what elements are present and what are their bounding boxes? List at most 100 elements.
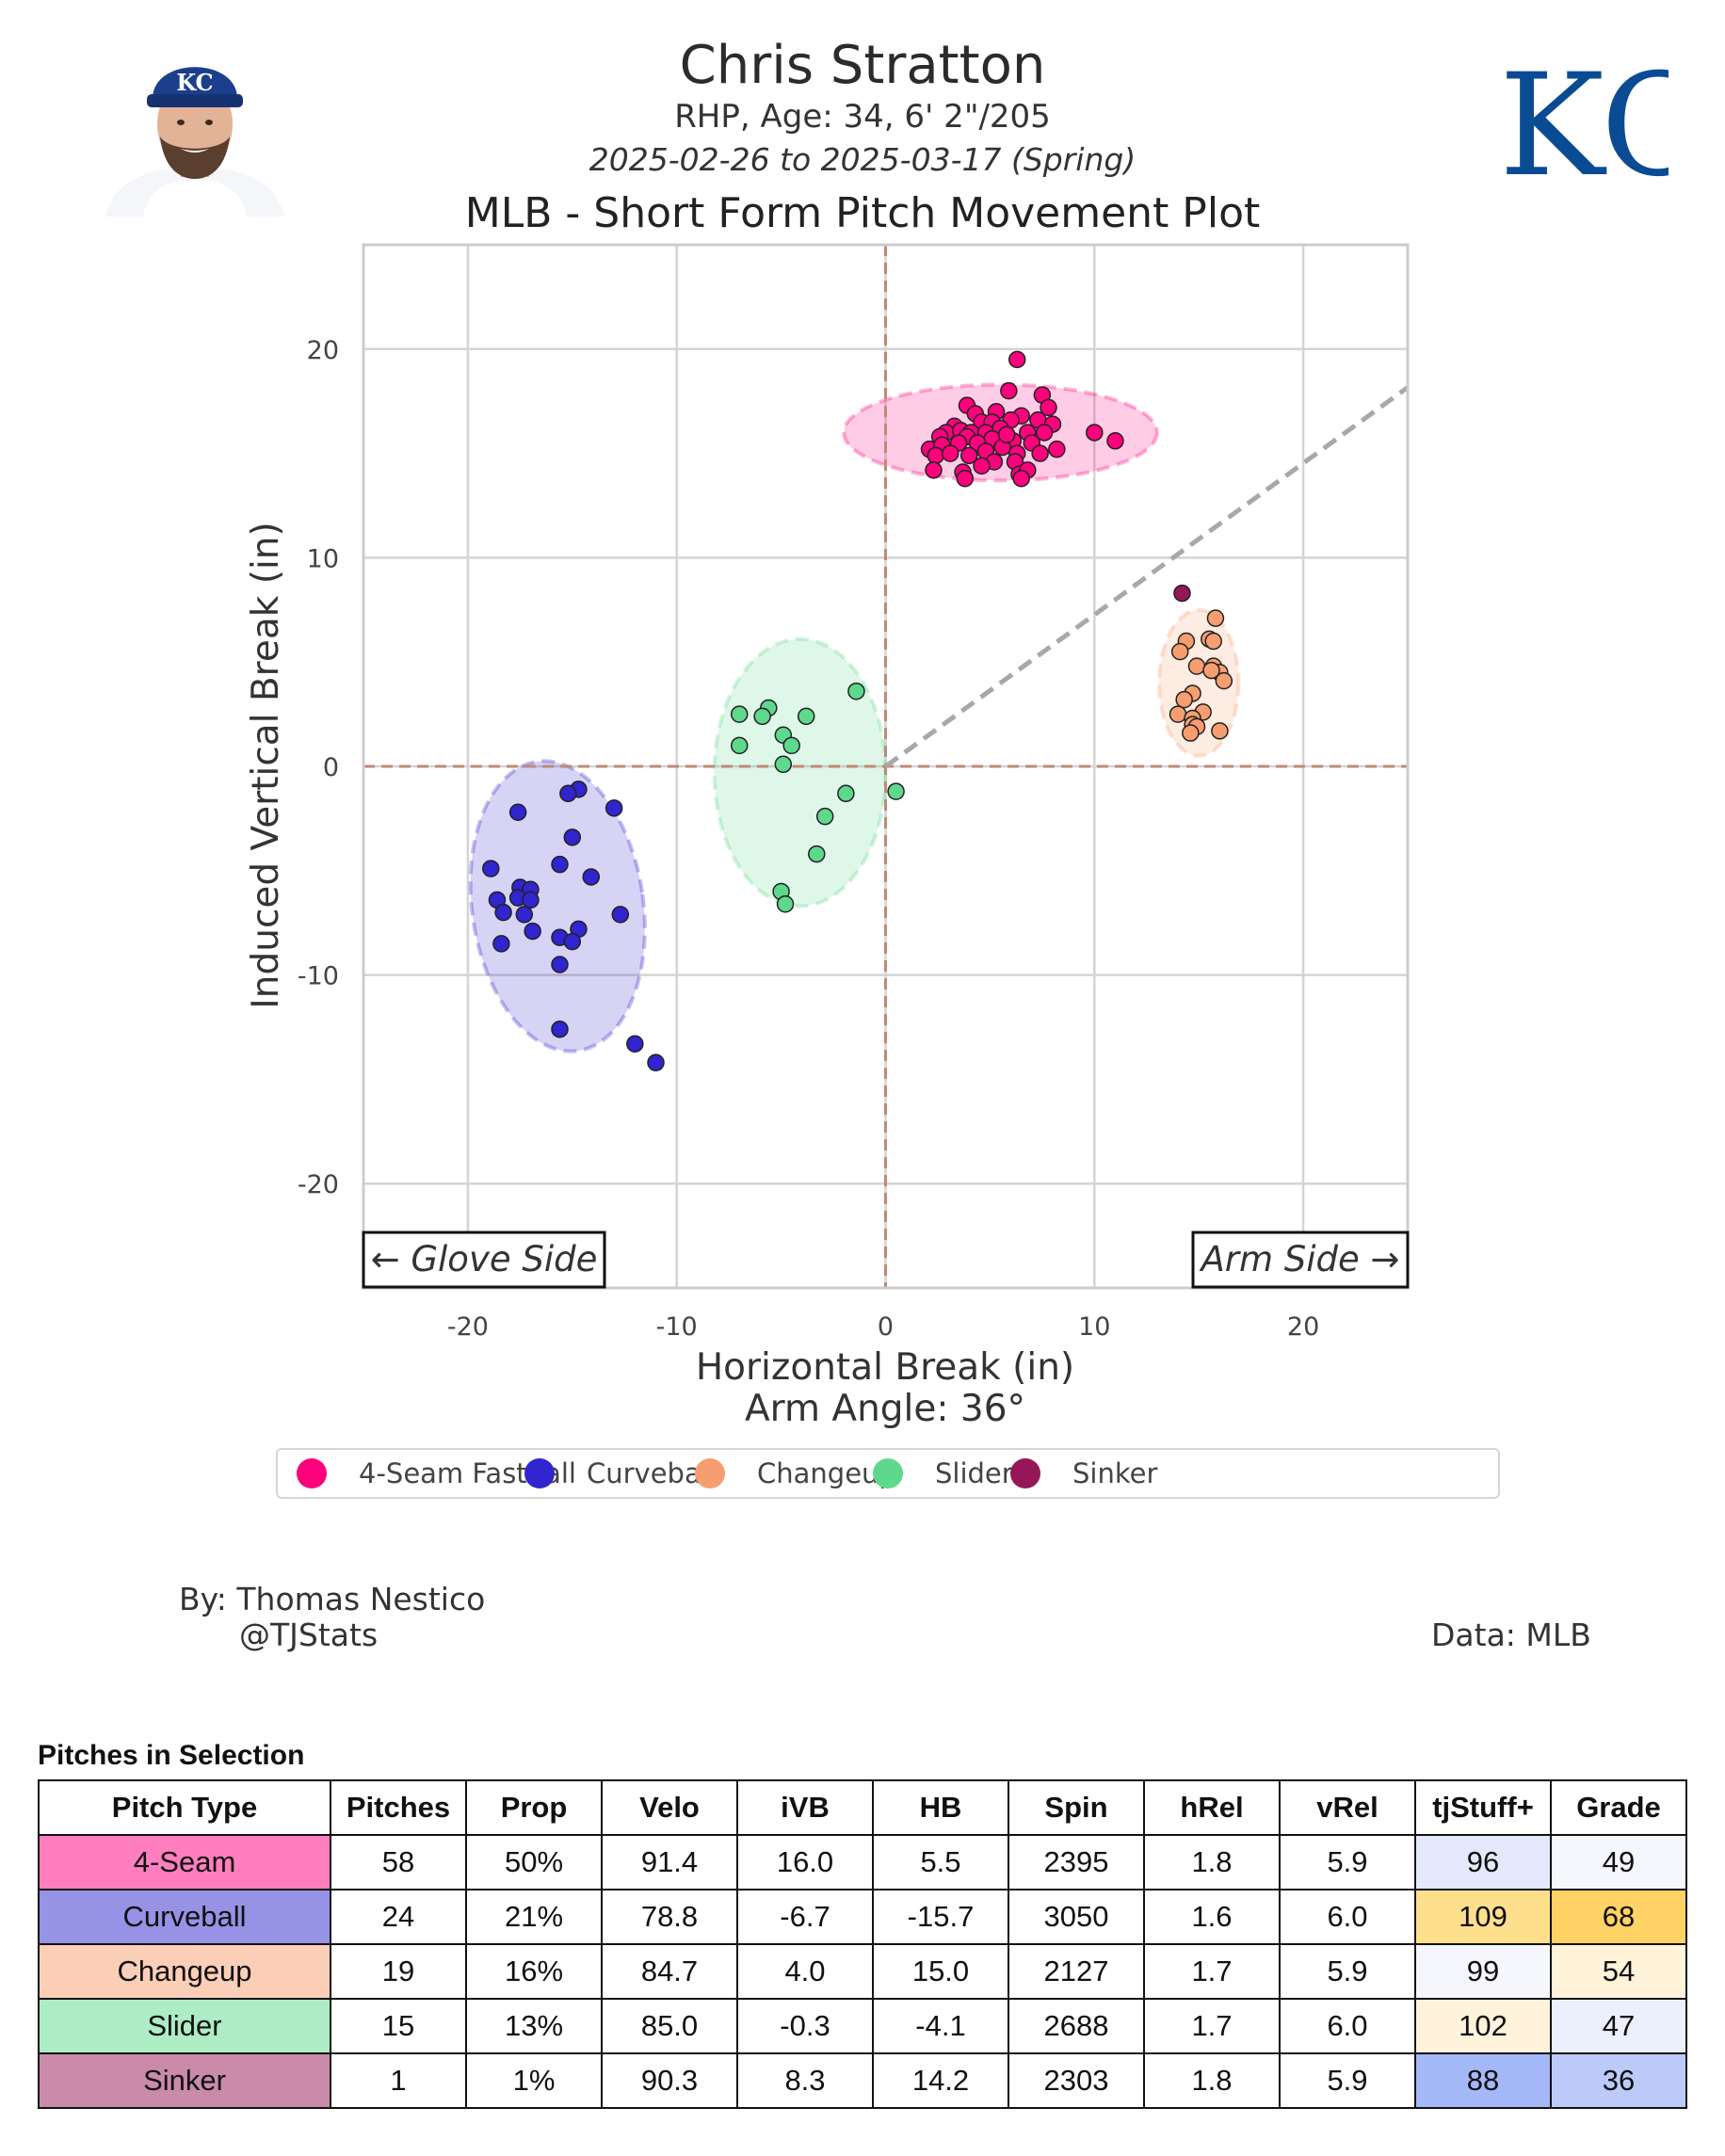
- cell-pitches: 1: [330, 2052, 467, 2109]
- pitch-point: [1106, 432, 1124, 450]
- pitch-point: [1169, 705, 1187, 723]
- pitch-point: [647, 1054, 665, 1071]
- cell-pitches: 15: [330, 1998, 467, 2054]
- pitch-point: [1012, 469, 1030, 488]
- col-header-hb: HB: [872, 1779, 1009, 1836]
- pitch-point: [1000, 381, 1018, 400]
- pitch-point: [847, 682, 865, 700]
- pitch-point: [492, 935, 510, 953]
- col-header-hrel: hRel: [1143, 1779, 1281, 1836]
- plot-title: MLB - Short Form Pitch Movement Plot: [464, 189, 1261, 237]
- pitch-point: [1215, 671, 1233, 690]
- pitch-point: [815, 807, 834, 826]
- pitch-point: [887, 782, 905, 800]
- pitch-point: [626, 1035, 644, 1053]
- x-tick-label: 20: [1287, 1312, 1319, 1342]
- cell-pitch-type: Sinker: [38, 2052, 331, 2109]
- col-header-prop: Prop: [465, 1779, 603, 1836]
- y-tick-label: 0: [323, 753, 339, 782]
- legend-item: Curveball: [524, 1450, 717, 1497]
- col-header-spin: Spin: [1008, 1779, 1145, 1836]
- cell-spin: 2127: [1008, 1943, 1145, 2000]
- cell-hrel: 1.7: [1143, 1998, 1281, 2054]
- legend-marker: [873, 1458, 903, 1488]
- pitch-stats-table: Pitch Type Pitches Prop Velo iVB HB Spin hRel vR…: [38, 1779, 1687, 2109]
- pitch-point: [482, 860, 500, 877]
- x-tick-label: -10: [656, 1312, 698, 1342]
- chart-legend: 4-Seam Fastball Curveball Changeup Slider Si…: [276, 1448, 1500, 1499]
- cell-prop: 16%: [465, 1943, 603, 2000]
- cell-ivb: 4.0: [736, 1943, 874, 2000]
- cell-spin: 2688: [1008, 1998, 1145, 2054]
- table-row: 4-Seam 58 50% 91.4 16.0 5.5 2395 1.8 5.9 96 49: [38, 1834, 1687, 1891]
- pitch-point: [524, 922, 541, 941]
- density-ellipse: [712, 636, 888, 909]
- pitch-point: [1008, 350, 1026, 369]
- col-header-pitch-type: Pitch Type: [38, 1779, 331, 1836]
- cell-ivb: 16.0: [736, 1834, 874, 1891]
- pitch-point: [1175, 690, 1193, 709]
- x-tick-label: 0: [878, 1312, 894, 1342]
- x-axis-label: Horizontal Break (in): [696, 1346, 1074, 1389]
- table-caption: Pitches in Selection: [38, 1740, 305, 1771]
- legend-label: Sinker: [1072, 1457, 1158, 1489]
- cell-pitch-type: 4-Seam: [38, 1834, 331, 1891]
- pitch-point: [1048, 440, 1066, 459]
- cell-velo: 84.7: [601, 1943, 738, 2000]
- pitch-point: [515, 906, 534, 924]
- pitch-point: [1206, 609, 1225, 627]
- cell-grade: 36: [1550, 2052, 1687, 2109]
- table-row: Slider 15 13% 85.0 -0.3 -4.1 2688 1.7 6.0 102 47: [38, 1998, 1687, 2054]
- cell-pitches: 19: [330, 1943, 467, 2000]
- cell-velo: 91.4: [601, 1834, 738, 1891]
- pitch-point: [942, 444, 959, 462]
- date-range: 2025-02-26 to 2025-03-17 (Spring): [588, 141, 1137, 178]
- pitch-point: [1170, 642, 1189, 661]
- col-header-vrel: vRel: [1279, 1779, 1416, 1836]
- pitch-point: [494, 903, 512, 922]
- cell-tjstuff: 102: [1414, 1998, 1552, 2054]
- cell-ivb: -6.7: [736, 1889, 874, 1945]
- author-credit: By: Thomas Nestico: [179, 1581, 486, 1617]
- cell-hrel: 1.8: [1143, 2052, 1281, 2109]
- col-header-ivb: iVB: [736, 1779, 874, 1836]
- y-axis-label: Induced Vertical Break (in): [245, 522, 287, 1008]
- pitch-point: [559, 784, 577, 803]
- pitch-point: [1035, 424, 1054, 442]
- pitch-point: [808, 845, 826, 863]
- pitch-point: [956, 469, 975, 488]
- y-tick-label: 10: [307, 544, 339, 573]
- cell-pitches: 24: [330, 1889, 467, 1945]
- pitch-point: [551, 956, 569, 973]
- pitch-point: [582, 868, 601, 886]
- pitch-point: [997, 426, 1016, 443]
- cell-prop: 50%: [465, 1834, 603, 1891]
- pitch-point: [1187, 657, 1206, 675]
- pitch-point: [1173, 584, 1191, 603]
- legend-label: Slider: [935, 1457, 1013, 1489]
- pitch-point: [1182, 724, 1200, 742]
- cell-grade: 49: [1550, 1834, 1687, 1891]
- pitch-point: [563, 829, 582, 846]
- y-tick-label: -10: [298, 962, 339, 991]
- arm-side-label: Arm Side →: [1199, 1239, 1399, 1279]
- cell-pitches: 58: [330, 1834, 467, 1891]
- col-header-pitches: Pitches: [330, 1779, 467, 1836]
- cell-hb: 5.5: [872, 1834, 1009, 1891]
- pitch-point: [797, 707, 815, 726]
- pitch-point: [753, 707, 771, 726]
- pitch-point: [1211, 722, 1229, 740]
- cell-vrel: 5.9: [1279, 1834, 1416, 1891]
- density-ellipse: [468, 759, 647, 1054]
- cell-vrel: 6.0: [1279, 1889, 1416, 1945]
- cell-velo: 85.0: [601, 1998, 738, 2054]
- pitch-point: [774, 755, 793, 774]
- pitch-point: [611, 906, 630, 924]
- legend-item: Sinker: [1010, 1450, 1157, 1497]
- pitch-point: [1202, 661, 1220, 680]
- cell-hb: 15.0: [872, 1943, 1009, 2000]
- legend-label: Curveball: [587, 1457, 717, 1489]
- arm-angle-line: [884, 385, 1410, 769]
- cell-hrel: 1.8: [1143, 1834, 1281, 1891]
- pitch-point: [959, 446, 978, 465]
